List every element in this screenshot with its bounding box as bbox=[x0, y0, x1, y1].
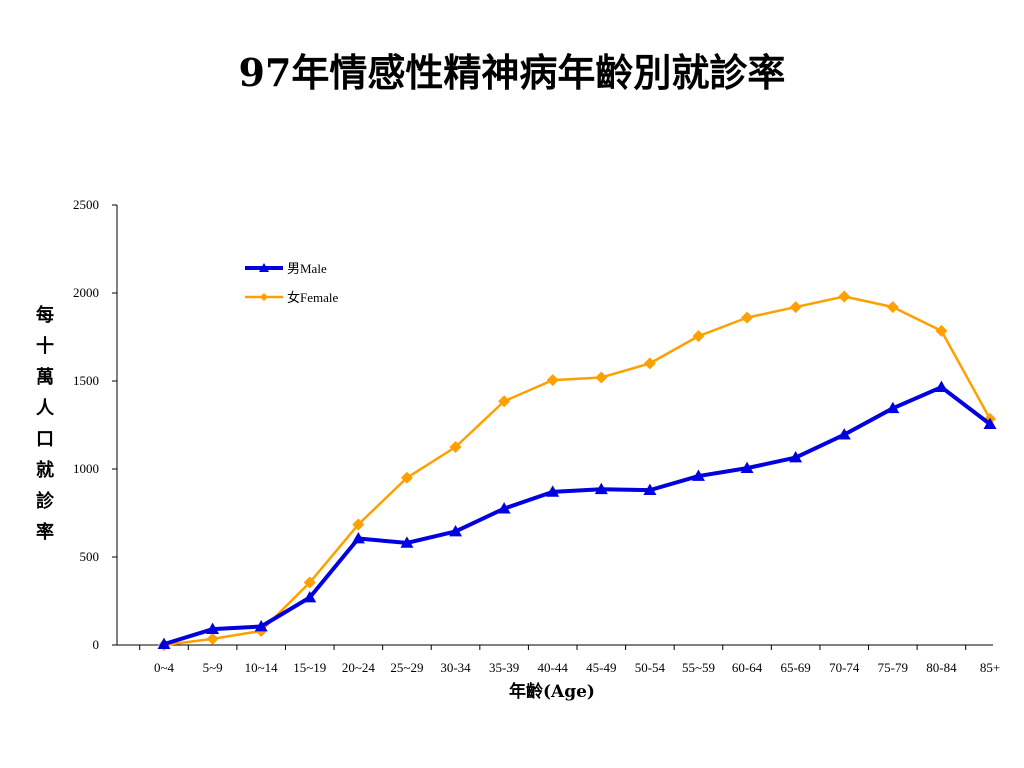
x-tick-label: 10~14 bbox=[245, 660, 279, 675]
data-point bbox=[206, 632, 219, 645]
y-tick-label: 2500 bbox=[73, 197, 99, 212]
legend-label: 女Female bbox=[287, 290, 338, 305]
x-tick-label: 15~19 bbox=[293, 660, 326, 675]
x-tick-label: 60-64 bbox=[732, 660, 763, 675]
legend-marker bbox=[259, 263, 269, 272]
data-point bbox=[400, 536, 414, 548]
data-point bbox=[643, 357, 656, 370]
data-point bbox=[741, 311, 754, 324]
data-point bbox=[692, 330, 705, 343]
x-tick-label: 0~4 bbox=[154, 660, 175, 675]
data-point bbox=[497, 502, 511, 514]
axes: 0 500 1000 1500 2000 2500 0~4 5~9 10~14 15~19 20~2… bbox=[73, 197, 1000, 675]
legend-entry: 女Female bbox=[245, 290, 338, 305]
x-tick-label: 70-74 bbox=[829, 660, 860, 675]
data-point bbox=[303, 590, 317, 603]
x-tick-label: 65-69 bbox=[780, 660, 810, 675]
legend-entry: 男Male bbox=[245, 261, 327, 276]
data-point bbox=[789, 451, 803, 463]
y-tick-label: 500 bbox=[80, 549, 100, 564]
data-point bbox=[691, 469, 705, 481]
legend: 男Male 女Female bbox=[245, 261, 338, 305]
x-tick-label: 85+ bbox=[980, 660, 1000, 675]
data-point bbox=[837, 428, 851, 440]
x-tick-label: 50-54 bbox=[635, 660, 666, 675]
data-point bbox=[643, 483, 657, 495]
y-tick-label: 0 bbox=[93, 637, 100, 652]
x-tick-label: 75-79 bbox=[878, 660, 908, 675]
data-point bbox=[983, 417, 997, 429]
x-tick-label: 35-39 bbox=[489, 660, 519, 675]
data-point bbox=[546, 374, 559, 387]
series-line bbox=[163, 295, 992, 647]
data-point bbox=[449, 524, 463, 537]
data-point bbox=[886, 301, 899, 314]
y-axis-label: 每十萬人口就診率 bbox=[36, 305, 54, 543]
x-axis-label: 年齡(Age) bbox=[509, 681, 595, 702]
legend-marker bbox=[260, 293, 268, 301]
series-female bbox=[158, 290, 996, 651]
legend-label: 男Male bbox=[287, 261, 327, 276]
data-point bbox=[594, 482, 608, 495]
data-point bbox=[352, 518, 365, 531]
data-point bbox=[935, 324, 948, 337]
x-tick-label: 25~29 bbox=[390, 660, 423, 675]
x-tick-label: 55~59 bbox=[682, 660, 715, 675]
data-point bbox=[303, 576, 316, 589]
y-tick-label: 1500 bbox=[73, 373, 99, 388]
chart-title: 97年情感性精神病年齡別就診率 bbox=[238, 50, 786, 95]
data-point bbox=[740, 461, 754, 473]
y-tick-label: 1000 bbox=[73, 461, 99, 476]
x-tick-label: 40-44 bbox=[538, 660, 569, 675]
data-point bbox=[254, 620, 268, 632]
data-point bbox=[789, 301, 802, 314]
series-male bbox=[157, 380, 997, 649]
data-point bbox=[157, 637, 171, 649]
x-tick-label: 80-84 bbox=[926, 660, 957, 675]
y-tick-label: 2000 bbox=[73, 285, 99, 300]
data-point bbox=[934, 380, 948, 393]
x-tick-label: 20~24 bbox=[342, 660, 376, 675]
data-point bbox=[595, 371, 608, 384]
data-point bbox=[206, 622, 220, 635]
data-point bbox=[838, 290, 851, 303]
data-point bbox=[546, 485, 560, 497]
data-point bbox=[498, 395, 511, 408]
data-point bbox=[351, 532, 365, 544]
x-tick-label: 30-34 bbox=[440, 660, 471, 675]
x-tick-label: 45-49 bbox=[586, 660, 616, 675]
data-point bbox=[449, 441, 462, 453]
series-layer bbox=[157, 290, 997, 651]
x-tick-label: 5~9 bbox=[203, 660, 223, 675]
data-point bbox=[400, 471, 413, 484]
series-line bbox=[163, 385, 992, 647]
data-point bbox=[886, 401, 900, 414]
